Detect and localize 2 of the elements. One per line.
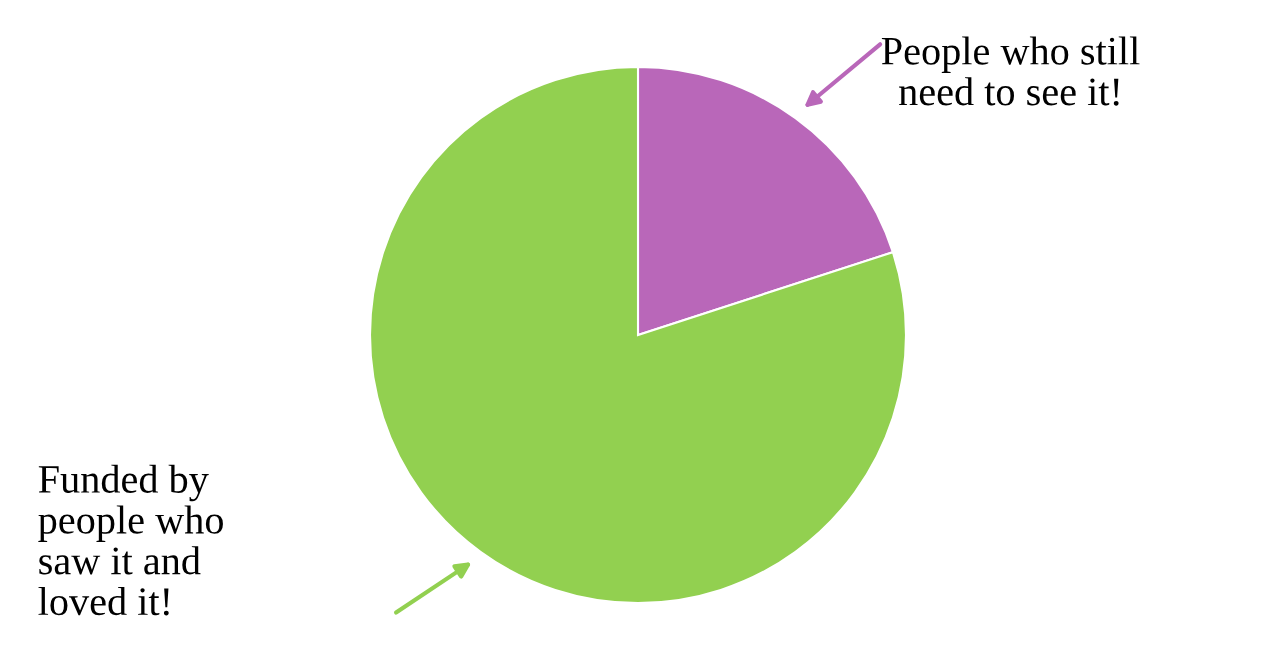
legend-label: People who still need to see it! <box>881 36 1140 106</box>
slice-label: Funded by people who saw it and loved it! <box>38 464 223 616</box>
